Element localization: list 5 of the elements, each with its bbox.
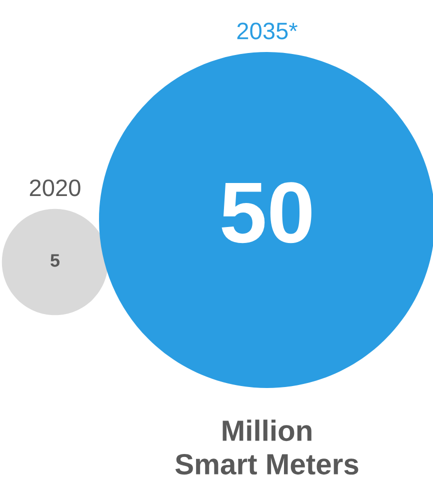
category-label: 2020 bbox=[30, 179, 80, 196]
text: Million Smart Meters bbox=[175, 420, 358, 475]
data-label: 50 bbox=[222, 182, 312, 244]
category-label: 2035* bbox=[237, 22, 298, 40]
data-label: 5 bbox=[50, 254, 60, 267]
